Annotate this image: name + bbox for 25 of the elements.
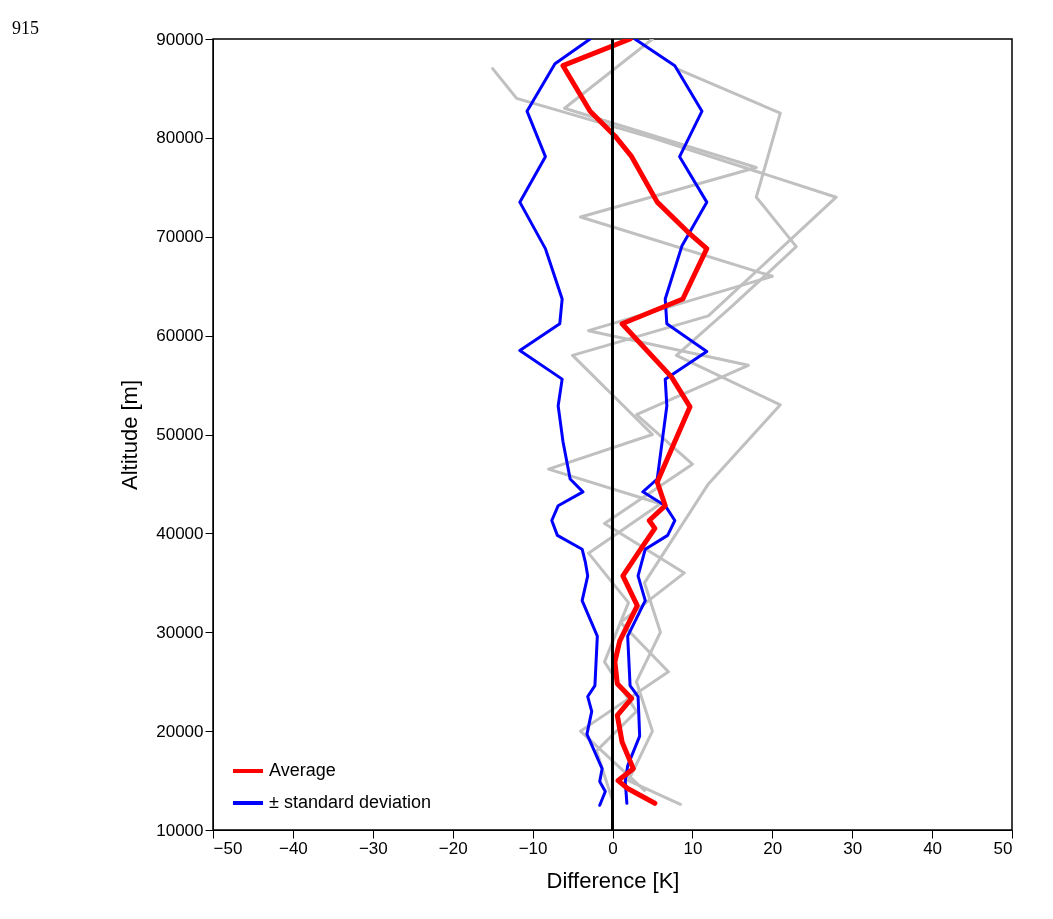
y-tick-label: 20000: [156, 721, 204, 741]
x-tick-label: 10: [683, 838, 703, 858]
x-tick-label: −50: [213, 838, 243, 858]
x-tick-label: −30: [358, 838, 388, 858]
legend-label: ± standard deviation: [269, 792, 431, 812]
x-tick-label: 50: [993, 838, 1013, 858]
x-tick-label: −20: [438, 838, 468, 858]
x-tick-label: 40: [923, 838, 943, 858]
x-tick-label: 0: [608, 838, 618, 858]
y-tick-label: 10000: [156, 820, 204, 840]
x-tick-label: 20: [763, 838, 783, 858]
x-tick-label: 30: [843, 838, 863, 858]
y-axis-title: Altitude [m]: [117, 379, 143, 491]
x-tick-label: −10: [518, 838, 548, 858]
y-tick-label: 90000: [156, 29, 204, 49]
y-tick-label: 50000: [156, 425, 204, 444]
y-tick-label: 30000: [156, 622, 204, 642]
legend-label: Average: [269, 760, 336, 780]
x-axis-title: Difference [K]: [546, 867, 680, 893]
x-tick-label: −40: [278, 838, 308, 858]
text: 915: [12, 18, 39, 39]
y-tick-label: 80000: [156, 128, 204, 148]
y-tick-label: 70000: [156, 227, 204, 247]
y-tick-label: 60000: [156, 326, 204, 346]
y-tick-label: 40000: [156, 523, 204, 543]
